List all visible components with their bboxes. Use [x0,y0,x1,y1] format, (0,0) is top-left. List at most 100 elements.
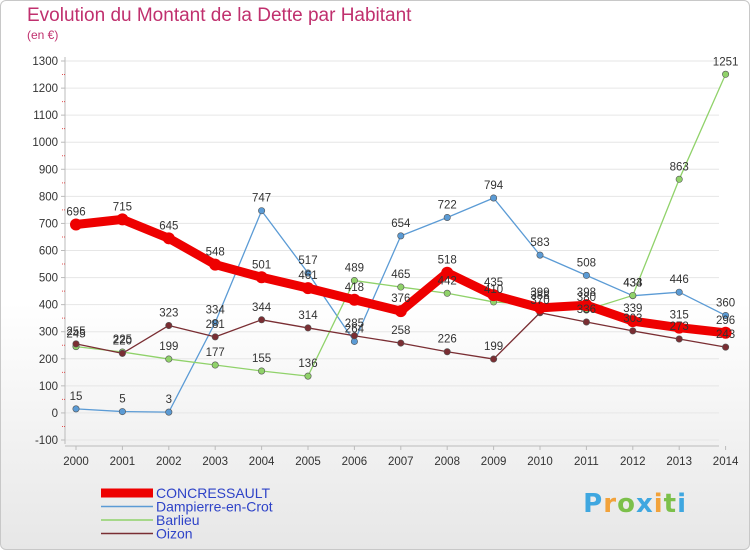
data-label-barlieu: 489 [345,263,364,275]
data-point-oizon [582,318,590,326]
data-point-dampierre-en-crot [397,232,405,240]
data-label-dampierre-en-crot: 654 [391,218,411,230]
data-point-concressault [348,293,361,306]
logo-letter: P [583,489,604,519]
data-point-barlieu [443,289,451,297]
data-label-oizon: 344 [252,302,272,314]
data-label-concressault: 518 [438,255,457,267]
data-point-dampierre-en-crot [165,408,173,416]
data-point-oizon [350,332,358,340]
data-point-oizon [72,340,80,348]
x-tick-label: 2006 [342,456,368,468]
x-tick-label: 2010 [527,456,553,468]
logo-letter: i [677,489,687,519]
data-label-oizon: 314 [298,310,318,322]
data-label-dampierre-en-crot: 15 [70,391,83,403]
y-tick-label: 1200 [32,83,58,95]
x-tick-label: 2012 [620,456,646,468]
x-tick-label: 2014 [713,456,739,468]
x-tick-label: 2000 [63,456,89,468]
data-label-concressault: 548 [206,247,225,259]
data-point-oizon [675,335,683,343]
data-label-barlieu: 177 [206,347,225,359]
data-label-oizon: 199 [484,341,503,353]
data-label-oizon: 303 [623,313,642,325]
x-tick-label: 2007 [388,456,414,468]
data-label-concressault: 645 [159,220,178,232]
data-point-barlieu [629,291,637,299]
y-tick-label: 1000 [32,137,58,149]
data-point-concressault [719,326,732,339]
data-point-dampierre-en-crot [582,271,590,279]
data-label-concressault: 388 [530,290,549,302]
y-tick-label: 900 [39,164,58,176]
data-point-oizon [629,327,637,335]
legend-entry: Barlieu [156,512,200,528]
logo-letter: i [653,489,664,519]
data-label-oizon: 273 [670,321,689,333]
logo-letter: r [603,489,618,519]
data-point-oizon [490,355,498,363]
y-tick-label: 300 [39,327,58,339]
data-label-dampierre-en-crot: 433 [623,278,642,290]
data-label-oizon: 323 [159,307,178,319]
logo-letter: t [663,489,678,519]
data-point-dampierre-en-crot [72,405,80,413]
data-label-concressault: 398 [577,287,596,299]
data-point-barlieu [165,355,173,363]
data-label-dampierre-en-crot: 3 [166,394,172,406]
x-tick-label: 2003 [202,456,228,468]
data-label-dampierre-en-crot: 747 [252,193,271,205]
y-tick-label: 0 [52,408,58,420]
data-label-concressault: 296 [716,315,735,327]
data-point-dampierre-en-crot [118,408,126,416]
data-label-dampierre-en-crot: 334 [206,305,226,317]
data-point-barlieu [304,372,312,380]
data-label-concressault: 461 [298,270,317,282]
y-tick-label: 700 [39,218,58,230]
data-label-barlieu: 155 [252,353,271,365]
y-tick-label: 200 [39,354,58,366]
data-point-concressault [302,282,314,295]
data-point-concressault [534,301,546,314]
data-label-barlieu: 136 [298,358,317,370]
data-label-oizon: 255 [66,326,85,338]
data-point-concressault [162,232,175,245]
data-label-barlieu: 863 [670,161,689,173]
data-point-concressault [209,258,222,271]
data-label-dampierre-en-crot: 517 [298,255,317,267]
legend-entry: CONCRESSAULT [156,485,271,501]
data-point-dampierre-en-crot [675,288,683,296]
data-point-oizon [443,348,451,356]
data-point-concressault [394,305,407,318]
data-point-oizon [722,343,730,351]
data-point-oizon [304,324,312,332]
data-point-barlieu [397,283,405,291]
data-label-dampierre-en-crot: 722 [438,199,457,211]
data-point-concressault [487,289,500,302]
data-label-concressault: 339 [623,303,642,315]
data-point-dampierre-en-crot [258,207,266,215]
data-point-concressault [673,321,686,334]
x-tick-label: 2009 [481,456,507,468]
data-point-oizon [258,316,266,324]
data-point-dampierre-en-crot [490,194,498,202]
data-label-barlieu: 199 [159,341,178,353]
y-tick-label: 500 [39,273,58,285]
data-label-oizon: 258 [391,325,410,337]
data-point-dampierre-en-crot [443,213,451,221]
data-point-oizon [165,321,173,329]
y-tick-label: -100 [35,435,58,447]
data-label-barlieu: 399 [530,287,549,299]
data-label-barlieu: 1251 [713,56,739,68]
y-tick-label: 1100 [33,110,58,122]
data-point-dampierre-en-crot [536,251,544,259]
data-point-concressault [116,213,129,226]
proxiti-logo: Proxiti [583,489,687,519]
logo-letter: o [617,489,636,519]
legend-entry: Oizon [156,526,193,542]
data-point-concressault [580,299,593,312]
data-point-concressault [626,315,639,328]
